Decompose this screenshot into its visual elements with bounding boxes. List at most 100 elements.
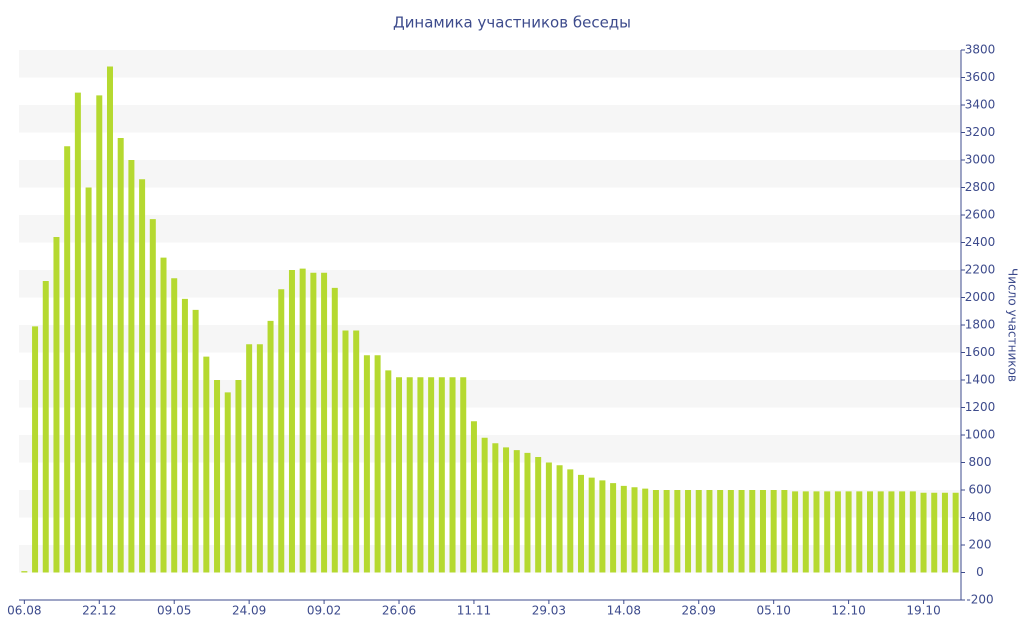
- x-tick-label: 11.11: [457, 604, 491, 618]
- bar: [727, 490, 734, 573]
- bar: [620, 485, 627, 573]
- bar: [481, 437, 488, 573]
- bar: [235, 380, 242, 573]
- y-tick-label: 0: [976, 565, 984, 579]
- bar: [513, 450, 520, 573]
- bar: [867, 491, 874, 573]
- x-tick-label: 12.10: [831, 604, 865, 618]
- grid-band: [19, 435, 961, 463]
- bar: [181, 298, 188, 573]
- bar: [267, 320, 274, 573]
- y-tick-label: -200: [966, 593, 993, 607]
- bar: [246, 344, 253, 573]
- bar: [278, 289, 285, 573]
- grid-band: [19, 160, 961, 188]
- y-tick-label: 1800: [965, 318, 996, 332]
- bar: [385, 370, 392, 573]
- bar: [106, 66, 113, 573]
- bar: [781, 490, 788, 573]
- y-tick-label: 600: [969, 483, 992, 497]
- grid-band: [19, 325, 961, 353]
- bar: [299, 268, 306, 573]
- x-tick-label: 19.10: [906, 604, 940, 618]
- bar: [53, 237, 60, 573]
- y-tick-label: 2200: [965, 263, 996, 277]
- bar: [941, 492, 948, 573]
- bar: [888, 491, 895, 573]
- y-tick-label: 1400: [965, 373, 996, 387]
- bar: [631, 487, 638, 573]
- bar: [492, 443, 499, 573]
- bar: [224, 392, 231, 573]
- bar: [577, 474, 584, 573]
- bar: [449, 377, 456, 573]
- y-tick-label: 2800: [965, 180, 996, 194]
- x-tick-label: 22.12: [82, 604, 116, 618]
- y-tick-label: 3400: [965, 98, 996, 112]
- bar: [770, 490, 777, 573]
- bar: [396, 377, 403, 573]
- y-tick-label: 1000: [965, 428, 996, 442]
- chart-title: Динамика участников беседы: [393, 14, 631, 32]
- bar: [171, 278, 178, 573]
- x-tick-label: 09.05: [157, 604, 191, 618]
- bar: [588, 477, 595, 573]
- bar: [599, 480, 606, 573]
- y-tick-label: 2400: [965, 235, 996, 249]
- bar: [706, 490, 713, 573]
- bar: [160, 257, 167, 573]
- grid-band: [19, 50, 961, 78]
- bar: [331, 287, 338, 573]
- bar: [21, 571, 28, 573]
- x-tick-label: 06.08: [7, 604, 41, 618]
- bar: [363, 355, 370, 573]
- bar: [845, 491, 852, 573]
- bar: [749, 490, 756, 573]
- bar: [417, 377, 424, 573]
- bar: [288, 270, 295, 573]
- bar: [642, 488, 649, 573]
- bar: [717, 490, 724, 573]
- y-tick-label: 3800: [965, 43, 996, 57]
- x-tick-label: 05.10: [756, 604, 790, 618]
- bar: [899, 491, 906, 573]
- bar: [428, 377, 435, 573]
- bar: [470, 421, 477, 573]
- bar: [32, 326, 39, 573]
- bar: [738, 490, 745, 573]
- bar: [139, 179, 146, 573]
- grid-band: [19, 545, 961, 573]
- bar: [524, 452, 531, 573]
- bar: [610, 483, 617, 573]
- x-tick-label: 14.08: [607, 604, 641, 618]
- bar: [74, 92, 81, 573]
- bar: [834, 491, 841, 573]
- bar: [42, 281, 49, 573]
- bar: [695, 490, 702, 573]
- bar: [64, 146, 71, 573]
- bar: [438, 377, 445, 573]
- bar: [353, 330, 360, 573]
- y-tick-label: 3600: [965, 70, 996, 84]
- bar: [909, 491, 916, 573]
- bar: [96, 95, 103, 573]
- bar: [759, 490, 766, 573]
- bar: [85, 187, 92, 573]
- y-tick-label: 400: [969, 510, 992, 524]
- bar: [342, 330, 349, 573]
- bar: [203, 356, 210, 573]
- grid-band: [19, 105, 961, 133]
- y-tick-label: 200: [969, 538, 992, 552]
- bar: [149, 219, 156, 573]
- bar: [877, 491, 884, 573]
- bar: [545, 462, 552, 573]
- y-tick-label: 2600: [965, 208, 996, 222]
- y-axis-label: Число участников: [1006, 268, 1020, 382]
- bar: [685, 490, 692, 573]
- y-tick-label: 1200: [965, 400, 996, 414]
- grid-band: [19, 270, 961, 298]
- bar: [920, 492, 927, 573]
- bar: [503, 447, 510, 573]
- x-tick-label: 09.02: [307, 604, 341, 618]
